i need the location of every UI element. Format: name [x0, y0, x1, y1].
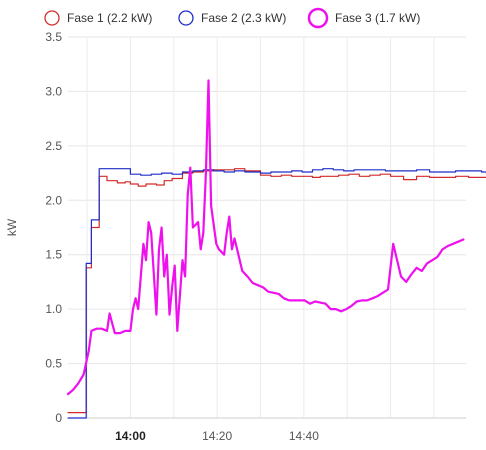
y-tick-label: 3.0 [45, 84, 62, 98]
legend-item-fase-3[interactable]: Fase 3 (1.7 kW) [307, 7, 420, 29]
x-tick-label: 14:00 [115, 429, 146, 443]
legend-label[interactable]: Fase 3 (1.7 kW) [335, 11, 420, 25]
series-line-fase-2 [67, 168, 486, 419]
series-line-fase-3 [66, 79, 465, 396]
series-line-fase-1 [67, 168, 486, 414]
legend-label[interactable]: Fase 2 (2.3 kW) [201, 11, 286, 25]
legend[interactable]: Fase 1 (2.2 kW) Fase 2 (2.3 kW) Fase 3 (1.… [44, 7, 420, 29]
legend-marker[interactable] [44, 10, 60, 26]
x-tick-label: 14:40 [289, 429, 319, 443]
legend-label[interactable]: Fase 1 (2.2 kW) [67, 11, 152, 25]
y-axis-title: kW [5, 218, 19, 236]
y-tick-label: 3.5 [45, 30, 62, 44]
legend-item-fase-2[interactable]: Fase 2 (2.3 kW) [178, 10, 286, 26]
axes: 0 0.5 1.0 1.5 2.0 2.5 3.0 3.5 14:00 14:20 14:40 kW [5, 30, 466, 443]
y-tick-label: 1.5 [45, 248, 62, 262]
y-tick-label: 0.5 [45, 357, 62, 371]
y-tick-label: 0 [55, 411, 62, 425]
legend-item-fase-1[interactable]: Fase 1 (2.2 kW) [44, 10, 152, 26]
x-tick-label: 14:20 [202, 429, 232, 443]
legend-marker[interactable] [178, 10, 194, 26]
y-tick-label: 1.0 [45, 302, 62, 316]
legend-marker[interactable] [307, 7, 329, 29]
y-tick-label: 2.0 [45, 193, 62, 207]
series-lines [66, 79, 486, 419]
y-tick-label: 2.5 [45, 139, 62, 153]
grid [68, 36, 466, 419]
